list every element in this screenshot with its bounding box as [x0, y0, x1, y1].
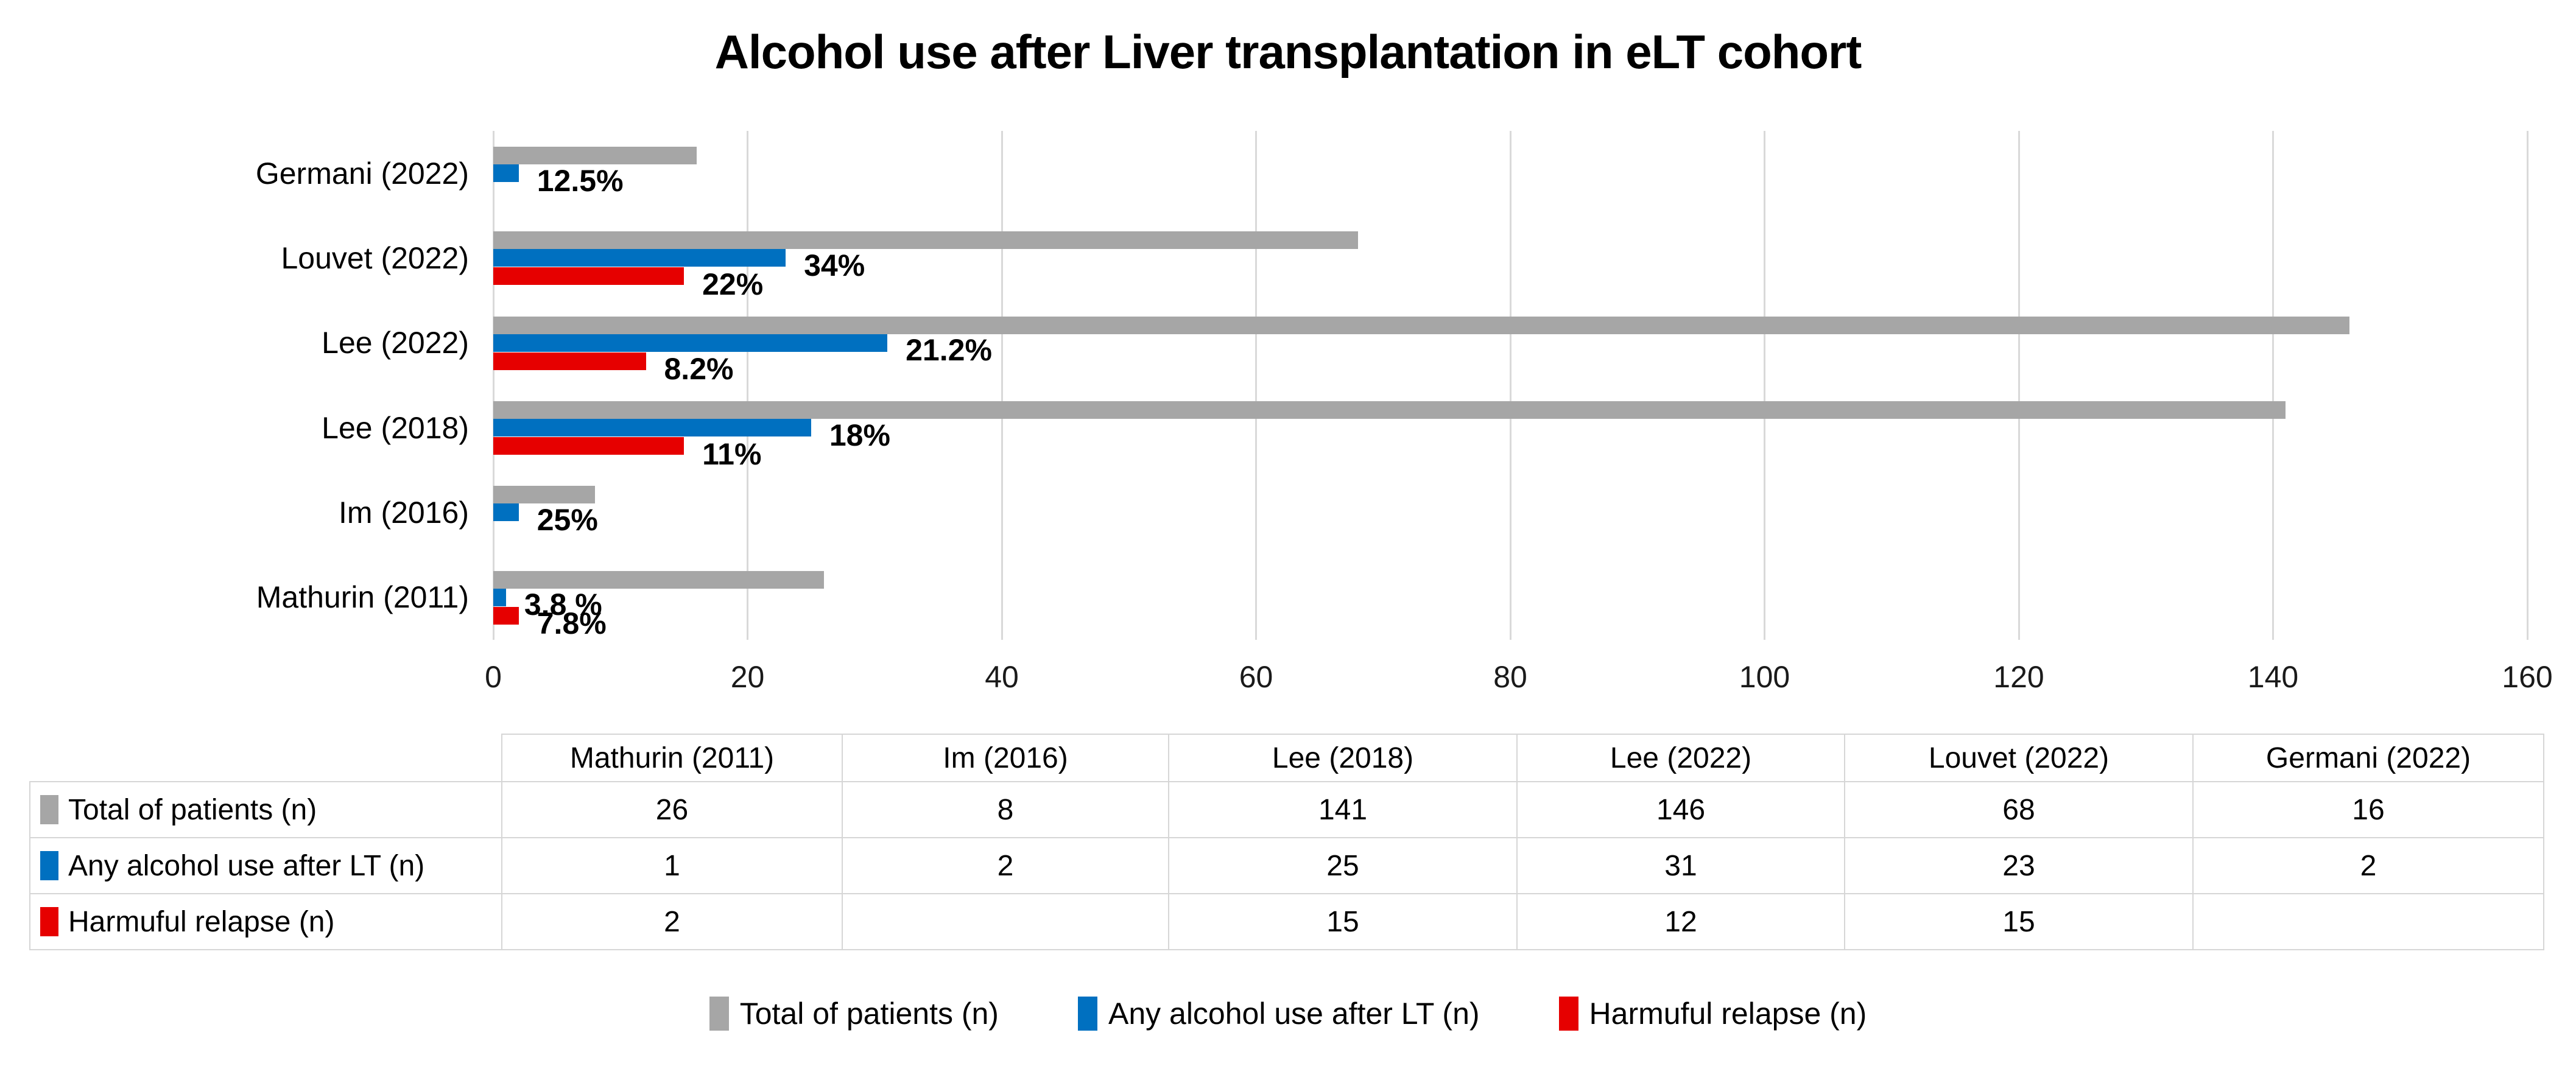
category-label: Lee (2018) — [322, 410, 469, 445]
relapse-data-label: 7.8% — [537, 606, 607, 641]
legend: Total of patients (n) Any alcohol use aft… — [0, 986, 2576, 1041]
gridline — [2018, 131, 2020, 640]
table-cell-value: 31 — [1516, 837, 1845, 894]
table-cell-value: 8 — [842, 781, 1169, 838]
table-column-header: Lee (2022) — [1516, 734, 1845, 782]
category-label: Germani (2022) — [255, 156, 469, 191]
legend-swatch-icon — [1558, 997, 1578, 1031]
table-column-header: Mathurin (2011) — [501, 734, 843, 782]
x-tick-label: 100 — [1739, 660, 1790, 694]
relapse-data-label: 11% — [702, 436, 762, 471]
table-row-label: Total of patients (n) — [29, 781, 502, 838]
legend-item: Any alcohol use after LT (n) — [1077, 996, 1480, 1031]
alcohol-bar — [493, 164, 519, 182]
alcohol-data-label: 12.5% — [537, 163, 624, 198]
total-bar — [493, 401, 2286, 419]
table-cell-value: 141 — [1168, 781, 1518, 838]
total-bar — [493, 570, 824, 589]
gridline — [2272, 131, 2274, 640]
table-cell-value: 1 — [501, 837, 843, 894]
legend-label: Any alcohol use after LT (n) — [1108, 997, 1480, 1031]
alcohol-bar — [493, 249, 786, 267]
table-cell-value: 2 — [842, 837, 1169, 894]
x-tick-label: 80 — [1493, 660, 1527, 694]
gridline — [1764, 131, 1765, 640]
relapse-bar — [493, 606, 519, 625]
category-label: Lee (2022) — [322, 326, 469, 360]
alcohol-data-label: 18% — [829, 418, 890, 452]
alcohol-bar — [493, 419, 811, 436]
total-bar — [493, 231, 1358, 250]
alcohol-data-label: 34% — [804, 248, 865, 282]
total-bar — [493, 316, 2349, 334]
x-tick-label: 60 — [1239, 660, 1273, 694]
gridline — [2526, 131, 2528, 640]
alcohol-data-label: 21.2% — [906, 333, 992, 368]
table-cell-value: 15 — [1168, 893, 1518, 950]
relapse-data-label: 8.2% — [664, 352, 734, 387]
total-bar — [493, 147, 697, 164]
x-tick-label: 0 — [485, 660, 502, 694]
legend-item: Harmuful relapse (n) — [1558, 996, 1867, 1031]
table-cell-value: 12 — [1516, 893, 1845, 950]
series-swatch-icon — [40, 794, 58, 824]
plot-area: 12.5% 34% 22% 21.2% 8.2% 18% 11% 25% 3.8 % 7.8% — [492, 131, 2528, 641]
x-tick-label: 160 — [2502, 660, 2553, 694]
x-tick-label: 20 — [730, 660, 765, 694]
chart-title: Alcohol use after Liver transplantation … — [714, 25, 1862, 79]
gridline — [747, 131, 748, 640]
legend-label: Harmuful relapse (n) — [1589, 997, 1867, 1031]
gridline — [1509, 131, 1511, 640]
legend-swatch-icon — [709, 997, 729, 1031]
table-column-header: Germani (2022) — [2192, 734, 2544, 782]
table-row-label: Harmuful relapse (n) — [29, 893, 502, 950]
table-column-header: Louvet (2022) — [1844, 734, 2194, 782]
table-cell-value: 2 — [501, 893, 843, 950]
relapse-bar — [493, 267, 684, 286]
gridline — [1255, 131, 1257, 640]
relapse-data-label: 22% — [702, 267, 764, 301]
alcohol-data-label: 3.8 % — [524, 587, 602, 622]
table-cell-value — [842, 893, 1169, 950]
x-tick-label: 140 — [2247, 660, 2299, 694]
table-cell-value: 25 — [1168, 837, 1518, 894]
data-table: Mathurin (2011) Im (2016) Lee (2018) Lee (2… — [29, 734, 2544, 950]
alcohol-data-label: 25% — [537, 502, 598, 537]
table-cell-value: 16 — [2192, 781, 2544, 838]
x-tick-label: 120 — [1993, 660, 2044, 694]
table-cell-value — [2192, 893, 2544, 950]
legend-item: Total of patients (n) — [709, 996, 999, 1031]
table-cell-value: 146 — [1516, 781, 1845, 838]
legend-label: Total of patients (n) — [739, 997, 999, 1031]
table-cell-value: 23 — [1844, 837, 2194, 894]
table-cell-value: 2 — [2192, 837, 2544, 894]
gridline — [492, 131, 494, 640]
category-label: Im (2016) — [339, 496, 469, 530]
table-row: Harmuful relapse (n) 2 15 12 15 — [29, 893, 2544, 950]
table-cell-value: 68 — [1844, 781, 2194, 838]
table-row-label: Any alcohol use after LT (n) — [29, 837, 502, 894]
total-bar — [493, 486, 595, 504]
category-label: Louvet (2022) — [281, 241, 469, 275]
alcohol-bar — [493, 503, 519, 522]
series-swatch-icon — [40, 906, 58, 936]
relapse-bar — [493, 437, 684, 455]
legend-swatch-icon — [1077, 997, 1097, 1031]
x-tick-label: 40 — [985, 660, 1019, 694]
alcohol-bar — [493, 588, 506, 606]
table-cell-value: 26 — [501, 781, 843, 838]
table-corner-cell — [30, 734, 502, 782]
table-cell-value: 15 — [1844, 893, 2194, 950]
gridline — [1001, 131, 1003, 640]
series-swatch-icon — [40, 850, 58, 880]
category-label: Mathurin (2011) — [256, 580, 469, 615]
table-row: Any alcohol use after LT (n) 1 2 25 31 23 2 — [29, 837, 2544, 894]
alcohol-bar — [493, 334, 888, 352]
relapse-bar — [493, 352, 646, 370]
table-column-header: Im (2016) — [842, 734, 1169, 782]
table-row: Total of patients (n) 26 8 141 146 68 16 — [29, 781, 2544, 838]
table-column-header: Lee (2018) — [1168, 734, 1518, 782]
